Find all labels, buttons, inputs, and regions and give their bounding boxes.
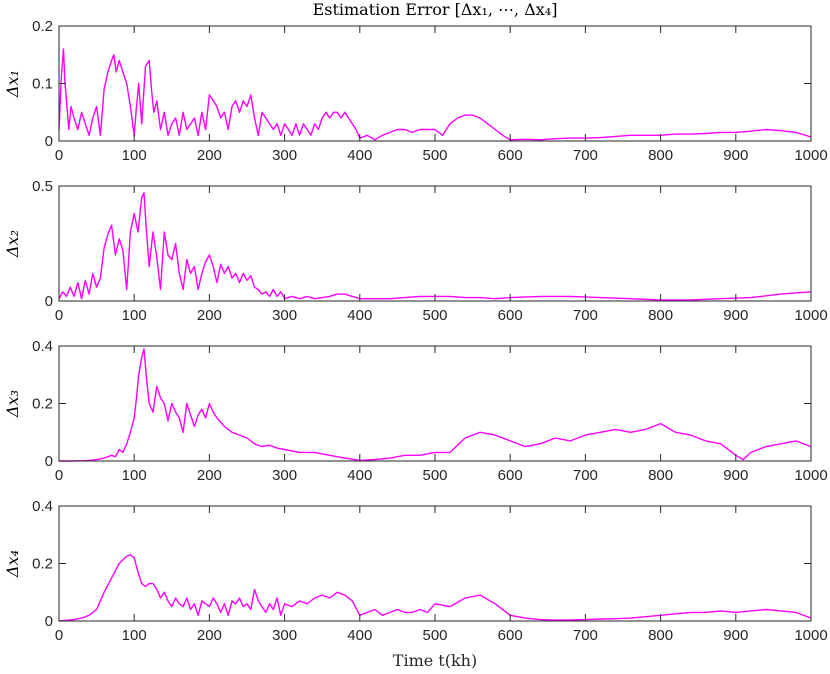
x-tick-label: 500 [422, 627, 447, 644]
x-tick-label: 600 [498, 307, 523, 324]
y-tick-label: 0 [45, 613, 53, 630]
x-tick-label: 200 [197, 147, 222, 164]
y-tick-label: 0 [45, 133, 53, 150]
x-tick-label: 800 [648, 147, 673, 164]
x-tick-label: 900 [723, 147, 748, 164]
x-tick-label: 700 [573, 467, 598, 484]
x-tick-label: 600 [498, 147, 523, 164]
x-tick-label: 1000 [794, 467, 827, 484]
y-tick-label: 0.2 [32, 396, 53, 413]
plot-area [59, 186, 811, 301]
x-tick-label: 0 [55, 147, 63, 164]
y-tick-label: 0 [45, 453, 53, 470]
x-tick-label: 0 [55, 467, 63, 484]
x-tick-label: 200 [197, 627, 222, 644]
x-tick-label: 0 [55, 307, 63, 324]
x-tick-label: 1000 [794, 147, 827, 164]
x-tick-label: 900 [723, 467, 748, 484]
x-tick-label: 0 [55, 627, 63, 644]
x-tick-label: 300 [272, 147, 297, 164]
x-tick-label: 300 [272, 467, 297, 484]
x-tick-label: 500 [422, 467, 447, 484]
y-axis-label: Δx₂ [3, 230, 22, 258]
x-tick-label: 500 [422, 147, 447, 164]
plot-area [59, 346, 811, 461]
figure-title: Estimation Error [Δx₁, ⋯, Δx₄] [313, 0, 558, 19]
y-tick-label: 0.2 [32, 556, 53, 573]
y-tick-label: 0.4 [32, 338, 53, 355]
y-tick-label: 0.1 [32, 76, 53, 93]
x-tick-label: 800 [648, 627, 673, 644]
x-tick-label: 600 [498, 467, 523, 484]
x-tick-label: 700 [573, 147, 598, 164]
series-line [58, 554, 812, 622]
x-tick-label: 800 [648, 307, 673, 324]
x-axis-label: Time t(kh) [393, 651, 477, 670]
x-tick-label: 800 [648, 467, 673, 484]
subplot-2: 0 100 200 300 400 500 600 700 800 900 1000 0 0.5 Δx₂ [3, 178, 828, 324]
x-tick-label: 100 [122, 627, 147, 644]
subplot-panels: 0 100 200 300 400 500 600 700 800 900 100000.10.2Δ… [3, 18, 828, 644]
x-tick-label: 400 [347, 467, 372, 484]
x-tick-label: 200 [197, 307, 222, 324]
x-tick-label: 700 [573, 307, 598, 324]
y-tick-label: 0.4 [32, 498, 53, 515]
x-tick-label: 400 [347, 307, 372, 324]
x-tick-label: 1000 [794, 627, 827, 644]
x-tick-label: 300 [272, 627, 297, 644]
series-line [58, 48, 812, 141]
x-tick-label: 600 [498, 627, 523, 644]
y-tick-label: 0.5 [32, 178, 53, 195]
x-tick-label: 500 [422, 307, 447, 324]
y-tick-label: 0 [45, 293, 53, 310]
y-axis-label: Δx₃ [3, 390, 22, 418]
plot-area [59, 26, 811, 141]
x-tick-label: 700 [573, 627, 598, 644]
x-tick-label: 100 [122, 467, 147, 484]
y-axis-label: Δx₄ [3, 550, 22, 578]
x-tick-label: 400 [347, 627, 372, 644]
x-tick-label: 900 [723, 307, 748, 324]
series-line [59, 348, 812, 462]
x-tick-label: 400 [347, 147, 372, 164]
x-tick-label: 100 [122, 147, 147, 164]
x-tick-label: 900 [723, 627, 748, 644]
series-line [58, 192, 812, 301]
x-tick-label: 100 [122, 307, 147, 324]
subplot-4: 0 100 200 300 400 500 600 700 800 900 1000 0 0.2 0.4 Δ… [3, 498, 828, 644]
subplot-3: 0 100 200 300 400 500 600 700 800 900 1000 0 0.2 0.4 Δ… [3, 338, 828, 484]
y-axis-label: Δx₁ [3, 70, 22, 98]
x-tick-label: 200 [197, 467, 222, 484]
x-tick-label: 1000 [794, 307, 827, 324]
subplot-1: 0 100 200 300 400 500 600 700 800 900 1000 0 0.1 0.2 Δ… [3, 18, 828, 164]
plot-area [59, 506, 811, 621]
x-tick-label: 300 [272, 307, 297, 324]
y-tick-label: 0.2 [32, 18, 53, 35]
